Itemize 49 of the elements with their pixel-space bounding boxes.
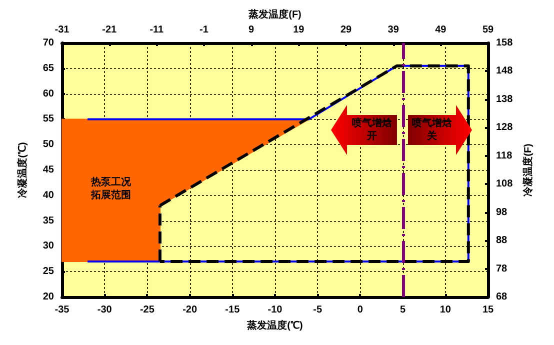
annotation: 喷气增焓关: [410, 117, 453, 143]
annotation: 热泵工况拓展范围: [90, 176, 132, 202]
x-tick-label: -25: [140, 304, 155, 316]
y2-tick-label: 98: [496, 206, 508, 218]
x-tick-label: -20: [182, 304, 198, 316]
x-tick-label: 5: [400, 304, 406, 316]
y-tick-label: 25: [42, 266, 54, 278]
y-tick-label: 60: [42, 88, 54, 100]
x2-tick-label: 49: [435, 24, 447, 36]
x2-tick-label: 19: [293, 24, 305, 36]
y2-tick-label: 88: [496, 235, 508, 246]
annotation: 喷气增焓开: [350, 117, 393, 143]
x-tick-label: -30: [97, 304, 112, 316]
y-tick-label: 70: [42, 38, 54, 48]
y-tick-label: 55: [42, 114, 54, 125]
y2-tick-label: 108: [496, 178, 514, 190]
y2-tick-label: 118: [496, 150, 513, 162]
x2-tick-label: 59: [482, 24, 494, 36]
x2-tick-label: 29: [340, 24, 352, 36]
x-tick-label: 15: [482, 304, 494, 316]
y-tick-label: 35: [42, 215, 54, 226]
x2-tick-label: 9: [248, 24, 255, 36]
y2-tick-label: 68: [496, 292, 508, 302]
x-tick-label: 10: [440, 304, 452, 316]
y2-tick-label: 128: [496, 122, 514, 134]
y2-tick-label: 138: [496, 94, 514, 105]
x-tick-label: 0: [357, 304, 364, 316]
y2-tick-label: 148: [496, 66, 514, 77]
x-tick-label: -10: [268, 304, 283, 316]
y-axis-title: 冷凝温度(℃): [16, 142, 28, 198]
y2-tick-label: 78: [496, 263, 508, 274]
x-tick-label: -5: [313, 304, 322, 316]
y-tick-label: 45: [42, 164, 54, 176]
x2-tick-label: -31: [54, 24, 70, 36]
x2-tick-label: -21: [102, 24, 117, 36]
y-tick-label: 30: [42, 240, 54, 252]
x-tick-label: -35: [54, 304, 70, 316]
y-tick-label: 50: [42, 139, 54, 150]
x2-tick-label: -11: [150, 24, 164, 36]
y-tick-label: 20: [42, 292, 54, 302]
x2-axis-title: 蒸发温度(F): [248, 8, 302, 21]
x2-tick-label: -1: [200, 24, 209, 36]
x-axis-title: 蒸发温度(℃): [246, 320, 303, 332]
x2-tick-label: 39: [388, 24, 400, 36]
y-tick-label: 40: [42, 190, 54, 201]
y2-tick-label: 158: [496, 38, 514, 48]
y2-axis-title: 冷凝温度(F): [522, 144, 534, 196]
x-tick-label: -15: [225, 304, 240, 316]
y-tick-label: 65: [42, 62, 54, 74]
